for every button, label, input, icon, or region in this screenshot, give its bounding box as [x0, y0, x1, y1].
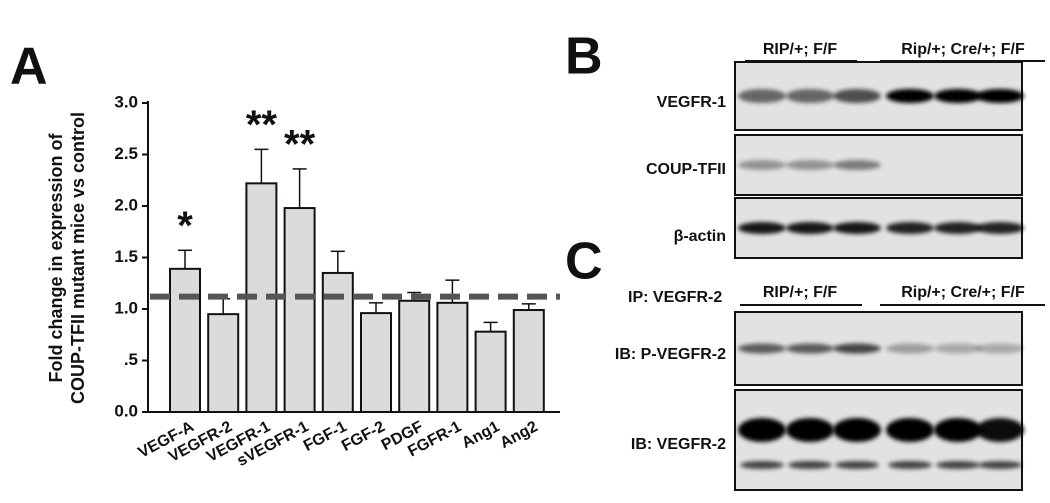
bar [207, 313, 240, 413]
blot-band [934, 418, 982, 442]
bar [436, 301, 469, 414]
blot-band [934, 222, 982, 234]
x-tick-label: Ang1 [459, 418, 502, 452]
blot-band [886, 89, 934, 103]
blot-band [978, 461, 1022, 469]
row-label: IB: VEGFR-2 [631, 436, 726, 453]
bar [398, 299, 431, 414]
blot-band [833, 160, 881, 170]
y-axis-label-line: Fold change in expression of [46, 132, 66, 382]
blot-band [738, 418, 786, 442]
bar [474, 330, 507, 413]
row-label: β-actin [674, 228, 726, 245]
blot-band [788, 461, 832, 469]
blot-band [976, 343, 1024, 354]
y-axis-label: Fold change in expression of COUP-TFII mu… [46, 112, 88, 404]
blot-band [786, 89, 834, 103]
blot-band [833, 222, 881, 234]
ip-label: IP: VEGFR-2 [628, 289, 722, 306]
y-axis-label-line: COUP-TFII mutant mice vs control [68, 112, 88, 404]
significance: ** [246, 103, 278, 147]
y-tick-label: 3.0 [114, 92, 138, 111]
row-label: COUP-TFII [646, 161, 726, 178]
blot-band [786, 418, 834, 442]
row-label: VEGFR-1 [657, 94, 726, 111]
panel-label: B [565, 28, 603, 86]
y-tick-label: 1.5 [114, 247, 138, 266]
x-tick-label: FGF-1 [301, 418, 350, 455]
y-tick-label: 0.0 [114, 401, 138, 420]
blot-band [738, 222, 786, 234]
panel-label: A [10, 38, 48, 96]
x-tick-label: Ang2 [497, 418, 540, 452]
blot-band [886, 343, 934, 354]
blot-band [786, 160, 834, 170]
panel-label: C [565, 233, 603, 291]
bar [360, 312, 392, 413]
blot-band [886, 222, 934, 234]
blot-band [934, 89, 982, 103]
blot-band [786, 343, 834, 354]
group-label: RIP/+; F/F [763, 284, 837, 301]
blot-band [786, 222, 834, 234]
bar [283, 207, 316, 413]
group-label: RIP/+; F/F [763, 41, 837, 58]
group-label: Rip/+; Cre/+; F/F [901, 41, 1025, 58]
blot-panel [734, 389, 1023, 491]
bar [512, 309, 545, 413]
bar [169, 267, 201, 413]
y-tick-label: 1.0 [114, 298, 138, 317]
blot-band [936, 461, 980, 469]
y-tick-label: 2.0 [114, 195, 138, 214]
blot-band [738, 343, 786, 354]
y-tick-label: 2.5 [114, 144, 138, 163]
row-label: IB: P-VEGFR-2 [615, 346, 726, 363]
blot-band [740, 461, 784, 469]
x-tick-label: FGF-2 [339, 418, 388, 455]
blot-band [976, 418, 1024, 442]
blot-band [738, 89, 786, 103]
group-label: Rip/+; Cre/+; F/F [901, 284, 1025, 301]
blot-band [738, 160, 786, 170]
blot-band [833, 418, 881, 442]
y-tick-label: .5 [124, 350, 138, 369]
blot-band [833, 343, 881, 354]
blot-band [976, 222, 1024, 234]
blot-band [833, 89, 881, 103]
blot-band [888, 461, 932, 469]
blot-band [886, 418, 934, 442]
significance: * [177, 204, 193, 248]
significance: ** [284, 122, 316, 166]
blot-band [835, 461, 879, 469]
blot-band [934, 343, 982, 354]
blot-band [976, 89, 1024, 103]
